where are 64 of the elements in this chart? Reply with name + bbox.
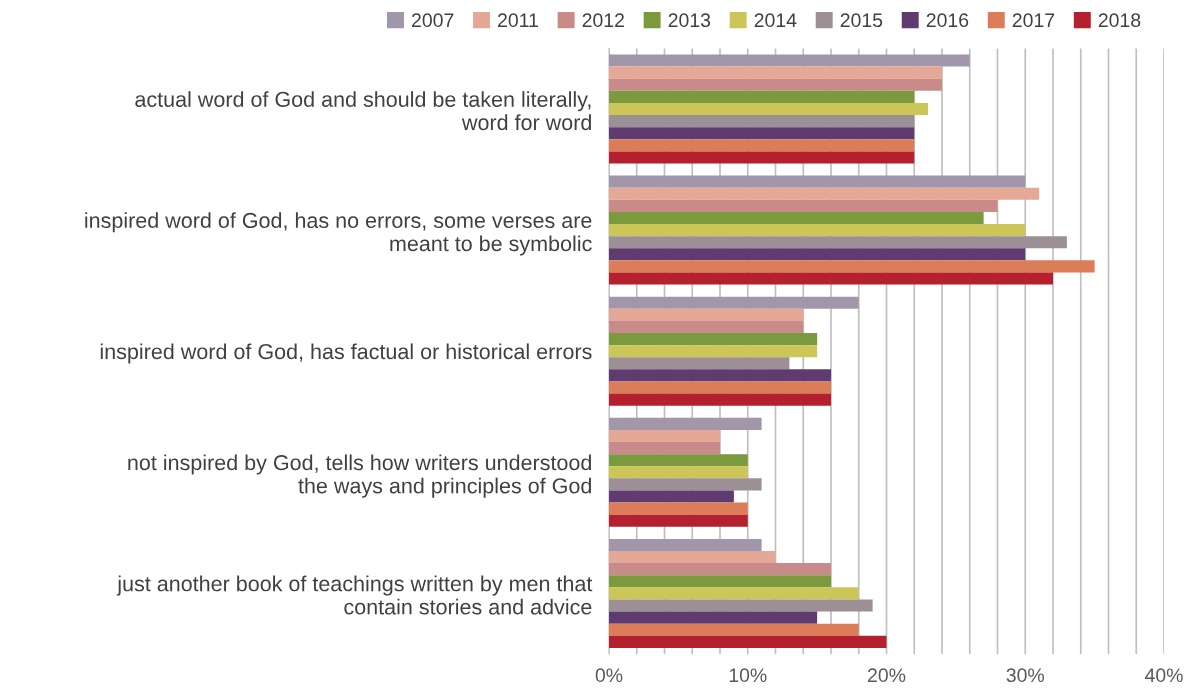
bar: [609, 635, 887, 648]
bar: [609, 429, 720, 443]
bar: [609, 320, 804, 334]
legend-label: 2014: [754, 13, 797, 28]
bar: [609, 187, 1040, 200]
y-tick-label: not inspired by God, tells how writers understood the ways and principles of God: [128, 454, 591, 498]
y-tick-label: inspired word of God, has no errors, some verses are meant to be symbolic: [85, 212, 592, 256]
bar: [609, 611, 818, 624]
legend-label: 2016: [926, 13, 969, 28]
bar: [609, 115, 915, 128]
bar: [609, 514, 748, 527]
bar: [609, 466, 748, 479]
bar: [609, 333, 818, 346]
bar: [609, 442, 720, 455]
bar: [609, 478, 762, 491]
bar: [609, 599, 873, 612]
x-tick-label: 0%: [595, 668, 623, 683]
bar: [609, 236, 1067, 249]
bar: [609, 260, 1095, 273]
bar: [609, 417, 762, 430]
bar: [609, 66, 942, 79]
bar: [609, 393, 831, 406]
bar: [609, 224, 1026, 237]
bar: [609, 308, 804, 321]
y-tick-label: inspired word of God, has factual or historical errors: [100, 343, 592, 364]
bar: [609, 381, 831, 394]
bar: [609, 211, 984, 225]
bar: [609, 563, 831, 576]
bar: [609, 139, 915, 152]
x-tick-label: 30%: [1006, 668, 1045, 683]
legend-label: 2017: [1012, 13, 1055, 28]
legend-label: 2012: [582, 13, 624, 28]
x-tick-label: 20%: [868, 668, 906, 683]
x-tick-label: 40%: [1144, 668, 1183, 683]
bar: [609, 296, 859, 309]
bar: [609, 454, 748, 467]
bar: [609, 538, 762, 552]
bar: [609, 369, 831, 382]
legend-label: 2018: [1098, 13, 1141, 28]
legend-label: 2011: [498, 13, 538, 28]
bar: [609, 127, 915, 140]
bar: [609, 490, 734, 503]
bar: [609, 102, 929, 116]
bar: [609, 502, 748, 515]
bar: [609, 151, 915, 164]
x-tick-label: 10%: [729, 668, 767, 683]
y-tick-label: actual word of God and should be taken literally, word for word: [135, 91, 591, 131]
bar: [609, 623, 859, 636]
legend-label: 2007: [412, 13, 454, 28]
bar: [609, 357, 790, 370]
bar: [609, 587, 859, 600]
bar: [609, 199, 998, 212]
bar: [609, 575, 831, 588]
legend-label: 2013: [668, 13, 711, 28]
bar: [609, 248, 1026, 261]
bar: [609, 54, 970, 67]
bar: [609, 345, 818, 358]
bar: [609, 78, 942, 91]
bar: [609, 272, 1053, 285]
bar: [609, 175, 1026, 188]
bar: [609, 90, 915, 103]
bar: [609, 551, 776, 564]
y-tick-label: just another book of teachings written by men that contain stories and advice: [116, 575, 593, 615]
legend-label: 2015: [840, 13, 883, 28]
